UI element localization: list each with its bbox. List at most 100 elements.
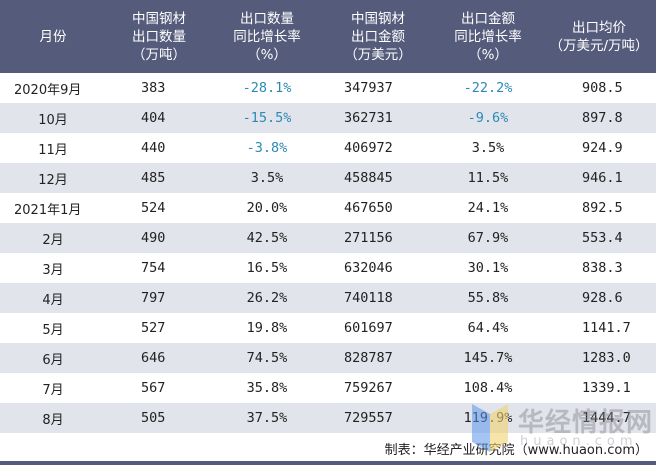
- header-line: 出口均价: [572, 19, 626, 36]
- qty-yoy-cell: -3.8%: [246, 140, 288, 156]
- month-cell: 3月: [42, 262, 64, 278]
- qty-yoy-cell: 42.5%: [246, 230, 288, 246]
- qty-yoy-cell: -28.1%: [242, 80, 292, 96]
- table-body: 2020年9月 383 -28.1% 347937 -22.2% 908.5 10月 404 -…: [0, 73, 656, 433]
- avg-price-cell: 1283.0: [582, 350, 631, 366]
- header-avg-price: 出口均价 （万美元/万吨）: [542, 0, 656, 73]
- export-qty-cell: 404: [141, 110, 166, 126]
- avg-price-cell: 1141.7: [582, 320, 631, 336]
- table-row: 2020年9月 383 -28.1% 347937 -22.2% 908.5: [0, 73, 656, 103]
- month-cell: 2020年9月: [14, 82, 82, 98]
- table-row: 3月 754 16.5% 632046 30.1% 838.3: [0, 253, 656, 283]
- table-row: 10月 404 -15.5% 362731 -9.6% 897.8: [0, 103, 656, 133]
- qty-yoy-cell: 74.5%: [246, 350, 288, 366]
- month-cell: 7月: [42, 382, 64, 398]
- header-export-qty: 中国钢材 出口数量 （万吨）: [106, 0, 212, 73]
- export-value-cell: 632046: [344, 260, 393, 276]
- export-value-cell: 271156: [344, 230, 393, 246]
- source-note: 制表：华经产业研究院（www.huaon.com）: [384, 443, 648, 458]
- value-yoy-cell: 11.5%: [467, 170, 509, 186]
- value-yoy-cell: 30.1%: [467, 260, 509, 276]
- export-qty-cell: 567: [141, 380, 166, 396]
- value-yoy-cell: 145.7%: [463, 350, 513, 366]
- qty-yoy-cell: 3.5%: [250, 170, 284, 186]
- qty-yoy-cell: -15.5%: [242, 110, 292, 126]
- header-export-value: 中国钢材 出口金额 （万美元）: [322, 0, 434, 73]
- header-line: 同比增长率: [233, 28, 301, 45]
- qty-yoy-cell: 26.2%: [246, 290, 288, 306]
- avg-price-cell: 924.9: [582, 140, 623, 156]
- table-row: 8月 505 37.5% 729557 119.9% 1444.7: [0, 403, 656, 433]
- export-value-cell: 467650: [344, 200, 393, 216]
- qty-yoy-cell: 19.8%: [246, 320, 288, 336]
- export-value-cell: 406972: [344, 140, 393, 156]
- qty-yoy-cell: 35.8%: [246, 380, 288, 396]
- export-qty-cell: 505: [141, 410, 166, 426]
- header-line: （万美元/万吨）: [549, 37, 649, 54]
- header-line: 出口金额: [351, 28, 405, 45]
- table-footer: 制表：华经产业研究院（www.huaon.com）: [0, 433, 656, 461]
- value-yoy-cell: -22.2%: [463, 80, 513, 96]
- export-qty-cell: 440: [141, 140, 166, 156]
- table-row: 6月 646 74.5% 828787 145.7% 1283.0: [0, 343, 656, 373]
- table-row: 12月 485 3.5% 458845 11.5% 946.1: [0, 163, 656, 193]
- table-row: 2021年1月 524 20.0% 467650 24.1% 892.5: [0, 193, 656, 223]
- value-yoy-cell: -9.6%: [467, 110, 509, 126]
- avg-price-cell: 897.8: [582, 110, 623, 126]
- export-value-cell: 362731: [344, 110, 393, 126]
- avg-price-cell: 928.6: [582, 290, 623, 306]
- export-qty-cell: 754: [141, 260, 166, 276]
- avg-price-cell: 908.5: [582, 80, 623, 96]
- export-qty-cell: 490: [141, 230, 166, 246]
- header-month: 月份: [0, 0, 106, 73]
- table-row: 7月 567 35.8% 759267 108.4% 1339.1: [0, 373, 656, 403]
- header-line: （万吨）: [132, 46, 186, 63]
- bottom-divider: [0, 461, 656, 465]
- export-value-cell: 740118: [344, 290, 393, 306]
- export-qty-cell: 797: [141, 290, 166, 306]
- qty-yoy-cell: 16.5%: [246, 260, 288, 276]
- avg-price-cell: 946.1: [582, 170, 623, 186]
- header-line: 月份: [39, 28, 67, 45]
- header-qty-yoy: 出口数量 同比增长率 （%）: [212, 0, 322, 73]
- export-value-cell: 729557: [344, 410, 393, 426]
- header-line: 出口数量: [132, 28, 186, 45]
- header-line: （%）: [247, 46, 287, 63]
- export-qty-cell: 383: [141, 80, 166, 96]
- value-yoy-cell: 64.4%: [467, 320, 509, 336]
- table-row: 4月 797 26.2% 740118 55.8% 928.6: [0, 283, 656, 313]
- avg-price-cell: 892.5: [582, 200, 623, 216]
- qty-yoy-cell: 20.0%: [246, 200, 288, 216]
- steel-export-table: 月份 中国钢材 出口数量 （万吨） 出口数量 同比增长率 （%） 中国钢材 出口金额 （万美元）出…: [0, 0, 656, 433]
- month-cell: 2021年1月: [14, 202, 82, 218]
- month-cell: 10月: [38, 112, 68, 128]
- header-value-yoy: 出口金额 同比增长率 （%）: [434, 0, 542, 73]
- header-line: 出口数量: [240, 10, 294, 27]
- month-cell: 4月: [42, 292, 64, 308]
- export-qty-cell: 646: [141, 350, 166, 366]
- value-yoy-cell: 108.4%: [463, 380, 513, 396]
- month-cell: 6月: [42, 352, 64, 368]
- export-qty-cell: 527: [141, 320, 166, 336]
- value-yoy-cell: 24.1%: [467, 200, 509, 216]
- month-cell: 11月: [38, 142, 68, 158]
- value-yoy-cell: 119.9%: [463, 410, 513, 426]
- header-line: 中国钢材: [132, 10, 186, 27]
- qty-yoy-cell: 37.5%: [246, 410, 288, 426]
- table-header: 月份 中国钢材 出口数量 （万吨） 出口数量 同比增长率 （%） 中国钢材 出口金额 （万美元）出…: [0, 0, 656, 73]
- avg-price-cell: 1444.7: [582, 410, 631, 426]
- avg-price-cell: 838.3: [582, 260, 623, 276]
- export-value-cell: 759267: [344, 380, 393, 396]
- month-cell: 2月: [42, 232, 64, 248]
- header-line: 中国钢材: [351, 10, 405, 27]
- header-line: （%）: [468, 46, 508, 63]
- avg-price-cell: 553.4: [582, 230, 623, 246]
- value-yoy-cell: 67.9%: [467, 230, 509, 246]
- month-cell: 8月: [42, 412, 64, 428]
- table-row: 2月 490 42.5% 271156 67.9% 553.4: [0, 223, 656, 253]
- header-line: 出口金额: [461, 10, 515, 27]
- export-qty-cell: 485: [141, 170, 166, 186]
- export-value-cell: 828787: [344, 350, 393, 366]
- table-row: 5月 527 19.8% 601697 64.4% 1141.7: [0, 313, 656, 343]
- table-row: 11月 440 -3.8% 406972 3.5% 924.9: [0, 133, 656, 163]
